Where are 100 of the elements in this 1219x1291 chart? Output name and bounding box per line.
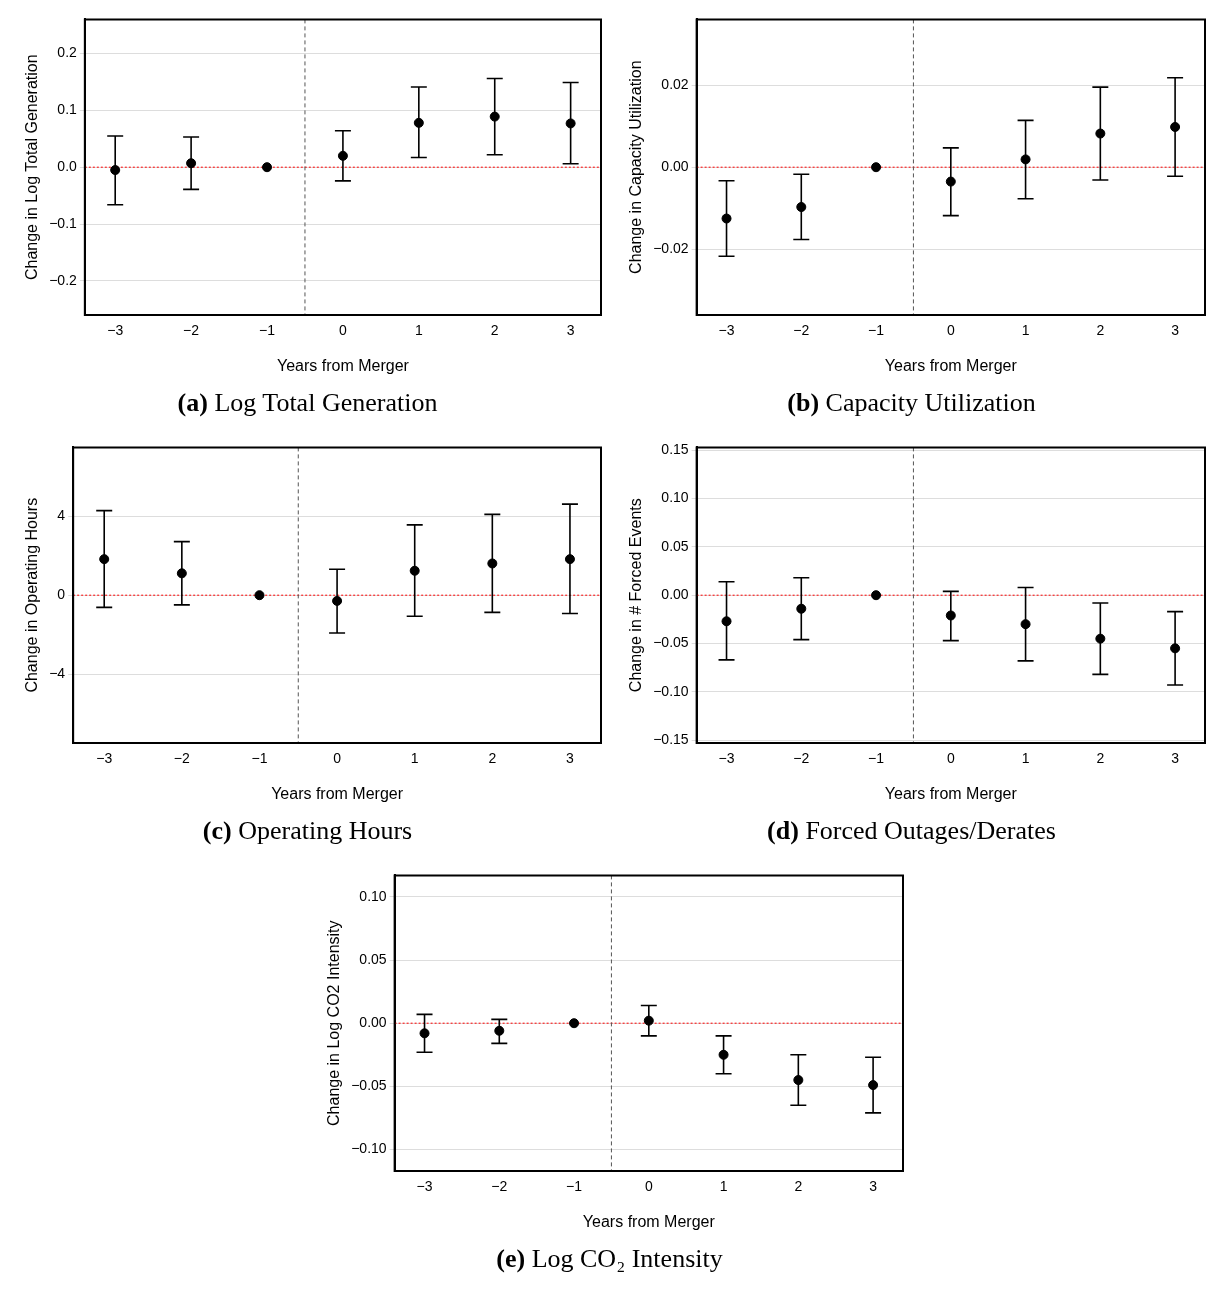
y-axis-title: Change in # Forced Events xyxy=(626,498,644,693)
text: (b) Capacity Utilization xyxy=(786,388,1037,418)
y-tick-label: 0.10 xyxy=(358,887,387,904)
x-tick-label: −2 xyxy=(182,322,199,339)
y-tick-label: 0.00 xyxy=(358,1014,387,1031)
point xyxy=(718,1049,729,1060)
point xyxy=(1020,154,1031,165)
point xyxy=(489,111,500,122)
x-tick-label: 2 xyxy=(793,1178,802,1195)
x-tick-label: −3 xyxy=(106,322,123,339)
point xyxy=(261,162,272,173)
x-tick-label: −2 xyxy=(792,750,809,767)
point xyxy=(870,590,881,601)
y-tick-label: −0.10 xyxy=(350,1140,387,1157)
point xyxy=(795,603,806,614)
text: (d) Forced Outages/Derates xyxy=(766,816,1057,846)
x-tick-label: 3 xyxy=(1170,322,1179,339)
x-tick-label: −2 xyxy=(792,322,809,339)
point xyxy=(795,202,806,213)
point xyxy=(331,595,342,606)
point xyxy=(1169,643,1180,654)
y-tick-label: −0.10 xyxy=(652,682,689,699)
point xyxy=(721,213,732,224)
x-tick-label: −1 xyxy=(250,750,268,767)
x-tick-label: 2 xyxy=(490,322,499,339)
point xyxy=(185,158,196,169)
point xyxy=(98,554,109,565)
point xyxy=(565,118,576,129)
point xyxy=(564,554,575,565)
x-axis-title: Years from Merger xyxy=(884,784,1017,802)
x-tick-label: 3 xyxy=(1170,750,1179,767)
point xyxy=(486,558,497,569)
x-tick-label: 0 xyxy=(946,750,955,767)
y-tick-label: −0.05 xyxy=(652,634,689,651)
y-tick-label: −0.15 xyxy=(652,730,689,747)
point xyxy=(870,162,881,173)
x-tick-label: 2 xyxy=(1095,750,1104,767)
y-tick-label: 4 xyxy=(56,507,65,524)
y-tick-label: −0.02 xyxy=(652,240,689,257)
x-tick-label: 3 xyxy=(868,1178,877,1195)
x-tick-label: −1 xyxy=(867,750,884,767)
point xyxy=(945,610,956,621)
x-tick-label: 1 xyxy=(719,1178,728,1195)
y-tick-label: 0.05 xyxy=(660,537,689,554)
x-tick-label: 1 xyxy=(410,750,419,767)
x-axis-title: Years from Merger xyxy=(276,356,410,374)
point xyxy=(1020,619,1031,630)
x-tick-label: 0 xyxy=(338,322,347,339)
x-axis-title: Years from Merger xyxy=(270,784,404,802)
y-axis-title: Change in Operating Hours xyxy=(22,497,40,693)
x-tick-label: 1 xyxy=(1021,750,1030,767)
x-axis-title: Years from Merger xyxy=(884,356,1017,374)
y-axis-title: Change in Log Total Generation xyxy=(22,54,40,281)
point xyxy=(568,1018,579,1029)
x-tick-label: −2 xyxy=(173,750,190,767)
point xyxy=(493,1025,504,1036)
point xyxy=(176,568,187,579)
x-tick-label: −3 xyxy=(95,750,112,767)
x-tick-label: −3 xyxy=(718,322,735,339)
point xyxy=(109,165,120,176)
y-tick-label: 0.0 xyxy=(56,158,77,175)
y-axis-title: Change in Log CO2 Intensity xyxy=(324,920,342,1126)
x-tick-label: −2 xyxy=(490,1178,507,1195)
y-tick-label: −0.1 xyxy=(48,214,77,231)
y-tick-label: 0.15 xyxy=(660,441,689,458)
x-tick-label: 1 xyxy=(1021,322,1030,339)
x-tick-label: −1 xyxy=(565,1178,582,1195)
text: (a) Log Total Generation xyxy=(176,388,439,418)
y-tick-label: 0.05 xyxy=(358,950,387,967)
x-tick-label: 2 xyxy=(1095,322,1104,339)
point xyxy=(413,117,424,128)
y-tick-label: −4 xyxy=(48,664,65,681)
y-axis-title: Change in Capacity Utilization xyxy=(626,60,644,274)
point xyxy=(721,616,732,627)
x-tick-label: 3 xyxy=(565,750,574,767)
text: (c) Operating Hours xyxy=(201,816,414,846)
y-tick-label: 0 xyxy=(56,586,65,603)
x-axis-title: Years from Merger xyxy=(582,1212,715,1230)
x-tick-label: −3 xyxy=(416,1178,433,1195)
y-tick-label: −0.2 xyxy=(48,271,77,288)
x-tick-label: 3 xyxy=(566,322,575,339)
point xyxy=(867,1080,878,1091)
x-tick-label: 0 xyxy=(946,322,955,339)
point xyxy=(1094,128,1105,139)
y-tick-label: 0.2 xyxy=(56,44,77,61)
x-tick-label: 0 xyxy=(332,750,341,767)
point xyxy=(337,150,348,161)
point xyxy=(419,1028,430,1039)
point xyxy=(1094,633,1105,644)
x-tick-label: −3 xyxy=(718,750,735,767)
x-tick-label: −1 xyxy=(867,322,884,339)
x-tick-label: 1 xyxy=(414,322,423,339)
point xyxy=(643,1015,654,1026)
point xyxy=(1169,121,1180,132)
y-tick-label: −0.05 xyxy=(350,1077,387,1094)
x-tick-label: 2 xyxy=(487,750,496,767)
point xyxy=(945,176,956,187)
text: (e) Log CO₂ Intensity xyxy=(495,1244,724,1274)
point xyxy=(409,565,420,576)
y-tick-label: 0.10 xyxy=(660,489,689,506)
